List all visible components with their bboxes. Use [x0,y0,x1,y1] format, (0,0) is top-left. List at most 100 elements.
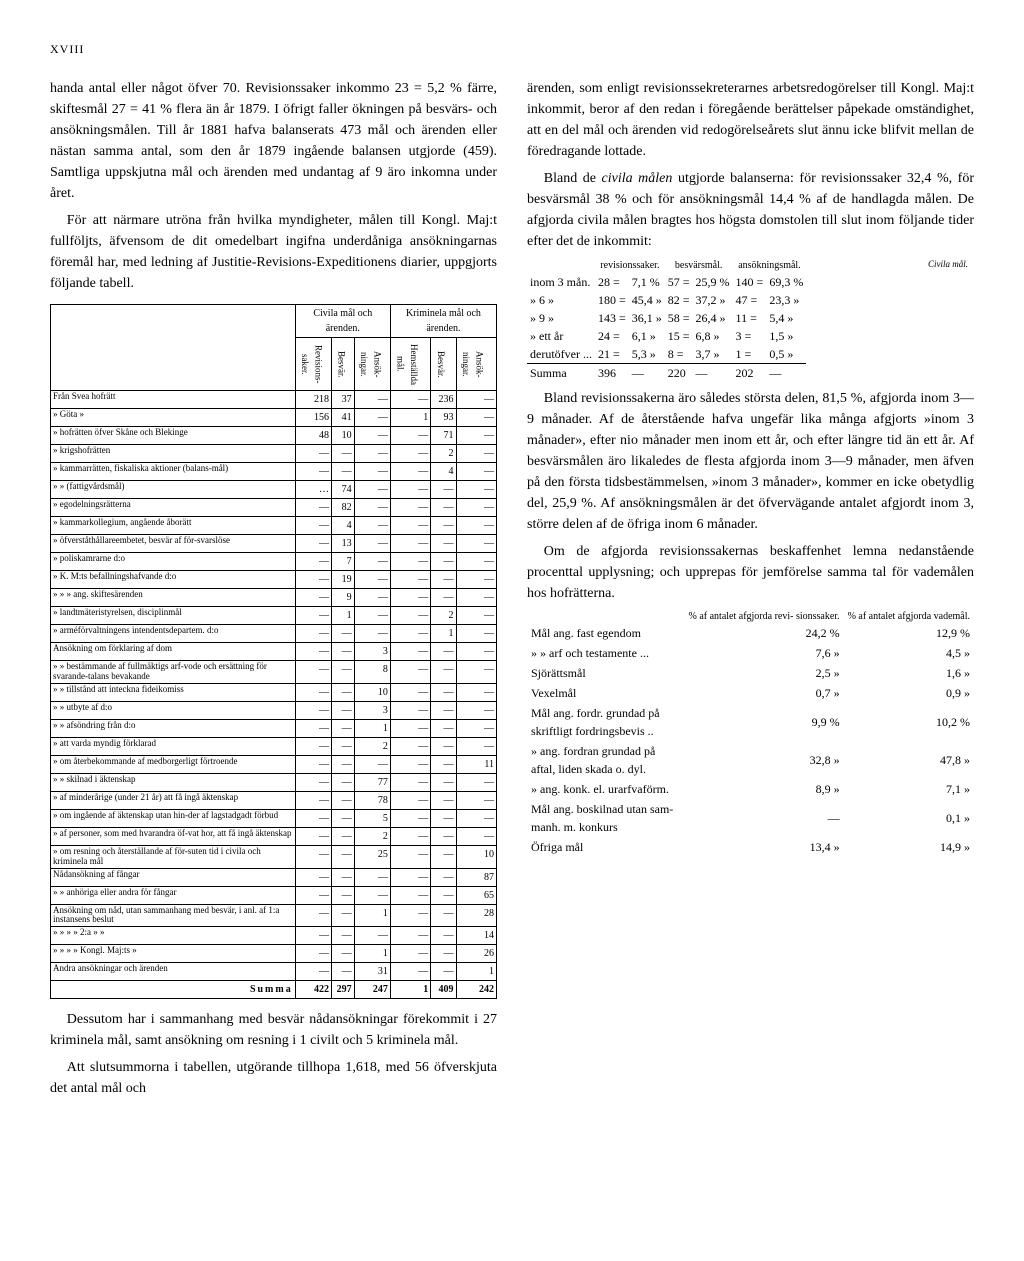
cell: 65 [456,886,496,904]
cell: 1 [354,945,390,963]
tsum-ap: — [629,364,665,383]
cell: — [295,719,331,737]
cell: 78 [354,791,390,809]
th-rev: revisionssaker. [595,258,665,273]
cell: — [456,499,496,517]
cell: — [390,589,430,607]
cell: — [431,499,456,517]
pct-label: Vexelmål [527,683,685,703]
page-number: XVIII [50,40,974,58]
timing-cell: 82 = [665,291,693,309]
cell: 13 [331,535,354,553]
cell: — [295,683,331,701]
cell: — [354,886,390,904]
pct-label: » » arf och testamente ... [527,643,685,663]
row-label: Andra ansökningar och ärenden [51,963,296,981]
timing-cell: 5,3 » [629,345,665,364]
tsum-a: 396 [595,364,629,383]
cell: — [331,963,354,981]
cell: — [431,517,456,535]
cell: — [331,719,354,737]
cell: 28 [456,904,496,927]
timing-cell: 11 = [733,309,767,327]
th-c3: Ansök-ningar. [357,339,384,389]
p2b: civila målen [602,171,673,186]
timing-cell: 1,5 » [766,327,806,345]
cell: — [295,701,331,719]
cell: — [354,927,390,945]
cell: — [331,868,354,886]
cell: 25 [354,845,390,868]
cell: — [456,643,496,661]
row-label: » att varda myndig förklarad [51,737,296,755]
pct-value: 7,6 » [685,643,844,663]
row-label: Ansökning om nåd, utan sammanhang med be… [51,904,296,927]
pct-label: Sjörättsmål [527,663,685,683]
pct-value: 0,9 » [844,683,974,703]
timing-cell: 15 = [665,327,693,345]
th-group-criminal: Kriminela mål och ärenden. [390,305,496,338]
cell: — [431,845,456,868]
timing-cell: 58 = [665,309,693,327]
cell: 218 [295,391,331,409]
timing-cell: » ett år [527,327,595,345]
cell: — [431,571,456,589]
cell: — [390,683,430,701]
row-label: » arméförvaltningens intendentsdepartem.… [51,625,296,643]
row-label: Ansökning om förklaring af dom [51,643,296,661]
right-para-1: ärenden, som enligt revisionssekreterarn… [527,78,974,162]
cell: — [431,755,456,773]
cell: — [354,481,390,499]
cell: — [354,755,390,773]
cell: 1 [331,607,354,625]
cell: — [295,904,331,927]
cell: — [295,517,331,535]
cell: — [295,827,331,845]
left-para-2: För att närmare utröna från hvilka myndi… [50,210,497,294]
cell: — [456,809,496,827]
timing-cell: » 6 » [527,291,595,309]
cell: — [390,827,430,845]
left-column: handa antal eller något öfver 70. Revisi… [50,78,497,1105]
cell: — [331,683,354,701]
row-label: » öfverståthållareembetet, besvär af för… [51,535,296,553]
cell: 2 [431,607,456,625]
cell: — [295,945,331,963]
cell: — [431,868,456,886]
cell: — [431,827,456,845]
cell: — [295,661,331,684]
row-label: » » bestämmande af fullmäktigs arf-vode … [51,661,296,684]
timing-cell: 6,1 » [629,327,665,345]
cell: — [331,701,354,719]
margin-note: Civila mål. [928,258,968,272]
timing-cell: 37,2 » [693,291,733,309]
cell: — [456,517,496,535]
cell: — [331,845,354,868]
cell: — [456,409,496,427]
sum-5: 242 [456,981,496,999]
pct-label: Mål ang. fordr. grundad på skriftligt fo… [527,703,685,741]
th-bes: besvärsmål. [665,258,733,273]
cell: 19 [331,571,354,589]
cell: — [295,809,331,827]
cell: — [390,773,430,791]
cell: — [456,535,496,553]
cell: — [390,607,430,625]
left-para-1: handa antal eller något öfver 70. Revisi… [50,78,497,204]
pct-value: 47,8 » [844,741,974,779]
cell: — [456,445,496,463]
cell: — [431,773,456,791]
cell: — [295,463,331,481]
cell: — [295,589,331,607]
pct-value: 10,2 % [844,703,974,741]
row-label: » » (fattigvårdsmål) [51,481,296,499]
pct-value: 0,7 » [685,683,844,703]
pct-value: 14,9 » [844,837,974,857]
cell: — [431,963,456,981]
cell: — [390,868,430,886]
cell: — [331,927,354,945]
cell: — [456,791,496,809]
cell: — [456,553,496,571]
cell: — [390,886,430,904]
percent-table: % af antalet afgjorda revi- sionssaker. … [527,610,974,857]
